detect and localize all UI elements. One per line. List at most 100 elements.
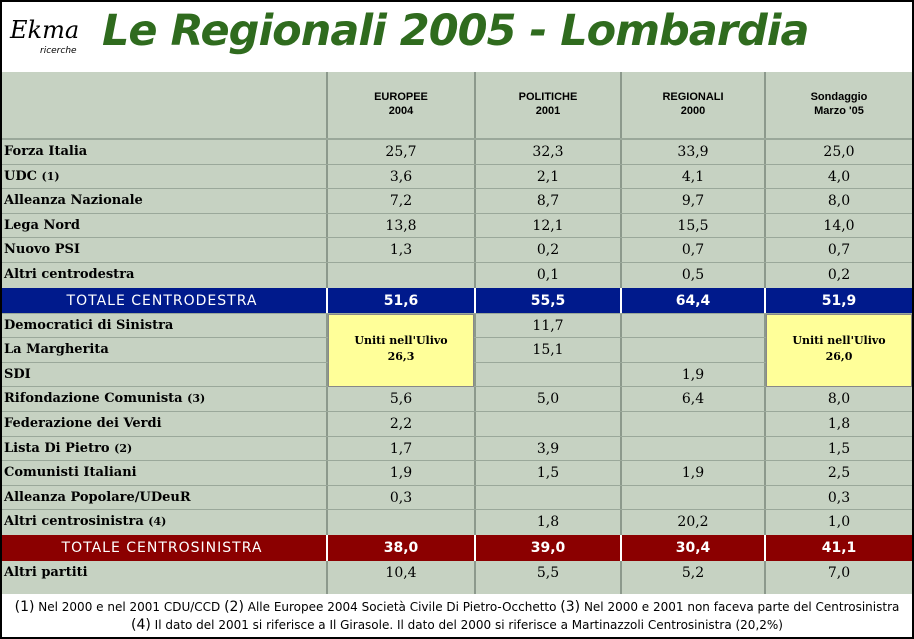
value-cell: 13,8 [385,217,417,234]
party-name: Nuovo PSI [4,242,81,258]
party-footnote-ref: (1) [41,169,60,183]
total-divider [474,287,476,314]
column-header-line2: Marzo '05 [814,105,864,117]
value-cell: 15,5 [677,217,709,234]
row-label: Alleanza Popolare/UDeuR [2,486,322,511]
row-label: Alleanza Nazionale [2,189,322,214]
value-cell: 2,2 [389,416,413,432]
column-header-line2: 2001 [535,105,561,117]
footnotes: (1) Nel 2000 e nel 2001 CDU/CCD (2) Alle… [10,598,904,634]
totale-centrosinistra-bar [2,535,912,561]
row-label: Lista Di Pietro (2) [2,437,322,462]
row-label: Rifondazione Comunista (3) [2,387,322,412]
ulivo-value: 26,0 [825,349,853,363]
value-cell [476,363,620,388]
column-divider [474,72,476,594]
column-header: REGIONALI 2000 [622,90,764,122]
header: Ekma ricerche Le Regionali 2005 - Lombar… [2,2,912,72]
logo-main-text: Ekma [10,16,80,44]
party-name: Federazione dei Verdi [4,416,162,431]
row-label: Altri partiti [4,565,88,580]
value-cell: 9,7 [681,193,705,210]
row-divider [2,212,912,214]
value-cell: 1,8 [827,416,851,432]
value-cell: 25,0 [823,144,855,160]
party-name: UDC [4,168,37,184]
value-cell [622,486,764,511]
column-header: Sondaggio Marzo '05 [766,90,912,122]
value-cell [476,412,620,437]
total-divider [764,535,766,561]
value-cell: 8,0 [827,391,851,408]
value-cell: 3,9 [536,440,560,457]
footnote-4-number: (4) [131,617,151,633]
party-name: Comunisti Italiani [4,465,137,481]
value-cell: 8,7 [536,193,560,210]
value-cell: 0,7 [681,242,705,259]
value-cell: 6,4 [681,391,705,408]
value-cell: 0,7 [827,242,851,259]
row-label: Democratici di Sinistra [2,314,322,339]
value-cell: 3,6 [389,168,413,185]
footnote-3-number: (3) [560,599,581,615]
value-cell: 20,2 [677,514,709,531]
value-cell [476,486,620,511]
value-cell: 14,0 [823,217,855,234]
value-cell [622,314,764,339]
value-cell: 5,2 [681,565,705,581]
value-cell: 2,1 [536,168,560,185]
value-cell: 0,2 [536,242,560,259]
value-cell: 1,5 [827,440,851,457]
row-label: Nuovo PSI [2,238,322,263]
value-cell: 8,0 [827,193,851,210]
total-value: 51,9 [821,292,857,309]
row-divider [2,188,912,190]
footnote-2-number: (2) [224,599,244,615]
column-divider [764,72,766,594]
footnote-2-text: Alle Europee 2004 Società Civile Di Piet… [243,600,561,614]
value-cell: 0,3 [389,489,413,506]
party-name: Lega Nord [4,217,80,233]
row-label: UDC (1) [2,165,322,190]
value-cell: 1,9 [389,465,413,482]
total-divider [620,535,622,561]
value-cell: 2,5 [827,465,851,482]
value-cell: 0,3 [827,489,851,506]
value-cell: 10,4 [385,565,417,581]
party-name: Alleanza Popolare/UDeuR [4,489,191,505]
total-value: 64,4 [675,292,711,309]
party-name: Democratici di Sinistra [4,317,174,333]
party-footnote-ref: (3) [187,392,206,406]
value-cell: 1,7 [389,440,413,457]
column-header: EUROPEE 2004 [328,90,474,122]
page-title: Le Regionali 2005 - Lombardia [102,6,810,56]
row-label: La Margherita [2,338,322,363]
total-divider [474,535,476,561]
total-value: 51,6 [383,292,419,309]
value-cell: 5,0 [536,391,560,408]
total-divider [764,287,766,314]
column-header-line2: 2000 [680,105,706,117]
value-cell [622,412,764,437]
total-divider [620,287,622,314]
row-divider [2,484,912,486]
value-cell: 5,5 [536,565,560,581]
column-header-line2: 2004 [388,105,414,117]
value-cell: 11,7 [532,317,564,334]
ulivo-sondaggio-box: Uniti nell'Ulivo 26,0 [766,313,912,388]
totale-centrosinistra-label: TOTALE CENTROSINISTRA [61,540,263,556]
ekma-logo: Ekma ricerche [10,16,95,61]
value-cell [328,510,474,535]
value-cell: 12,1 [532,217,564,234]
value-cell: 7,0 [827,565,851,581]
party-footnote-ref: (4) [148,515,167,529]
total-value: 30,4 [675,540,711,556]
row-label: Lega Nord [2,214,322,239]
party-name: Altri centrosinistra [4,514,144,530]
party-footnote-ref: (2) [114,441,133,455]
value-cell: 1,9 [681,465,705,482]
row-divider [2,139,912,140]
value-cell [328,263,474,288]
party-name: Rifondazione Comunista [4,391,183,407]
total-value: 39,0 [530,540,566,556]
